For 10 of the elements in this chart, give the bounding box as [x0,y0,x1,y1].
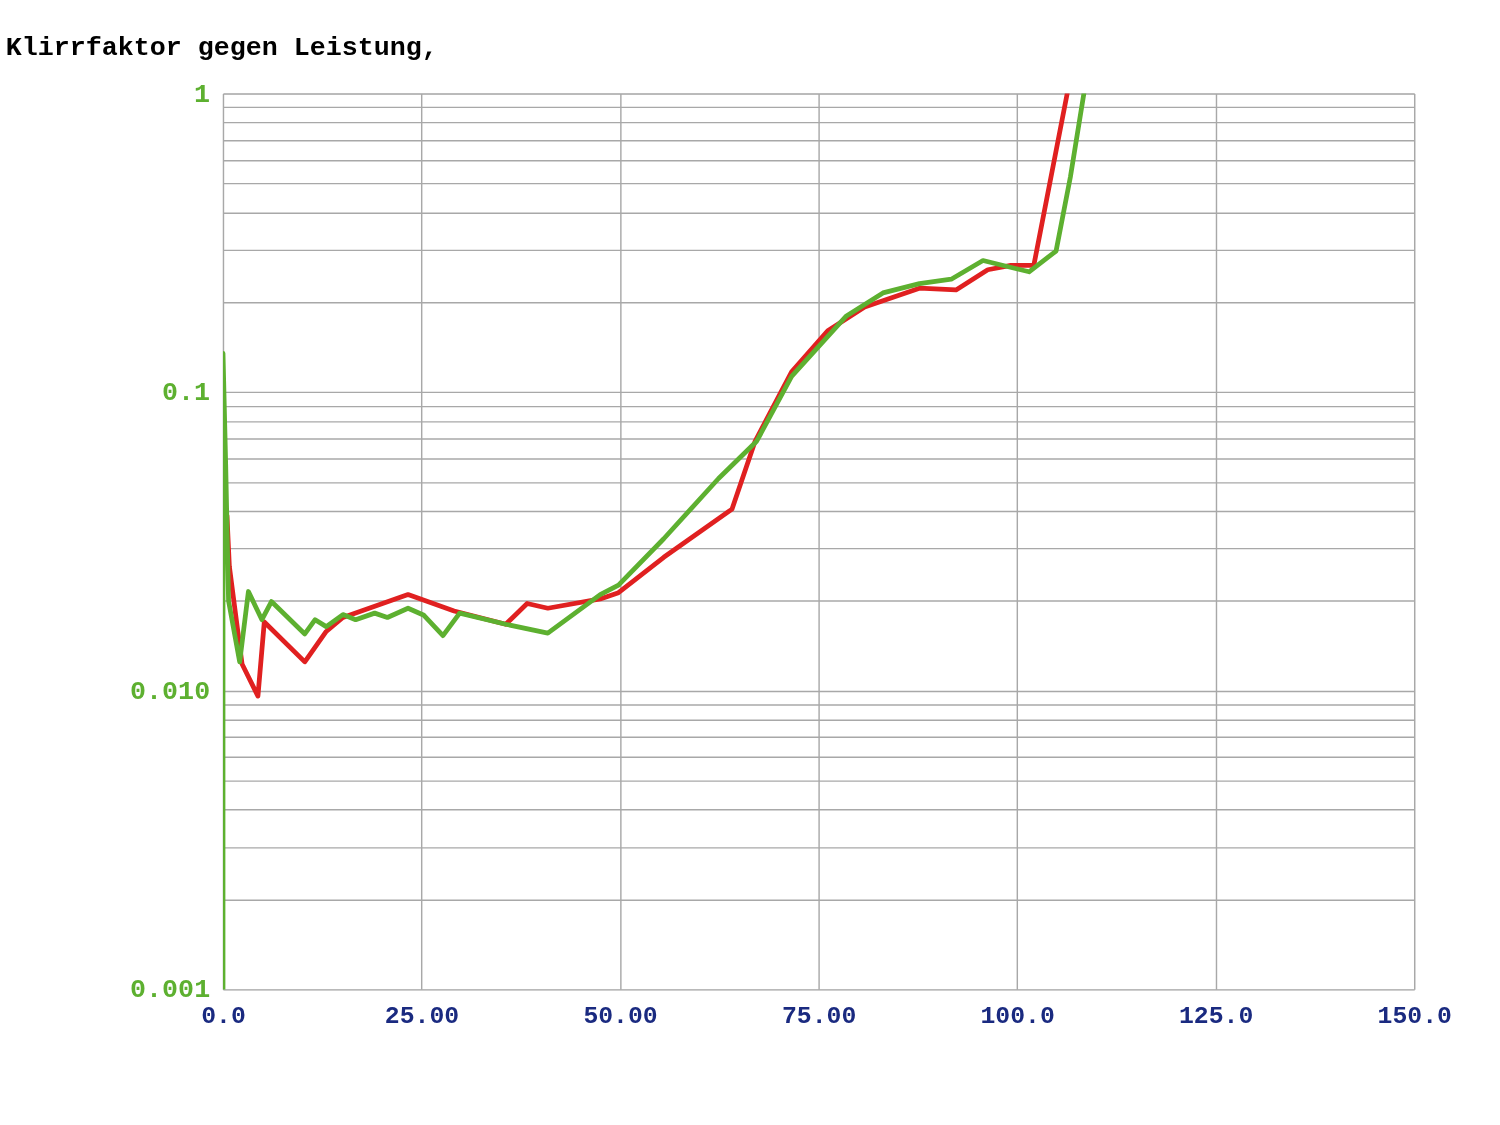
x-tick-label: 100.0 [980,1002,1055,1031]
y-tick-label: 1 [194,79,211,110]
x-tick-label: 125.0 [1179,1002,1254,1031]
y-tick-label: 0.1 [162,378,211,409]
x-tick-label: 75.00 [781,1002,857,1031]
y-tick-label: 0.010 [130,676,211,707]
x-tick-label: 150.0 [1377,1002,1452,1031]
chart-title: Klirrfaktor gegen Leistung, [5,33,438,64]
x-tick-label: 50.00 [583,1002,658,1031]
x-tick-label: 25.00 [384,1002,460,1031]
